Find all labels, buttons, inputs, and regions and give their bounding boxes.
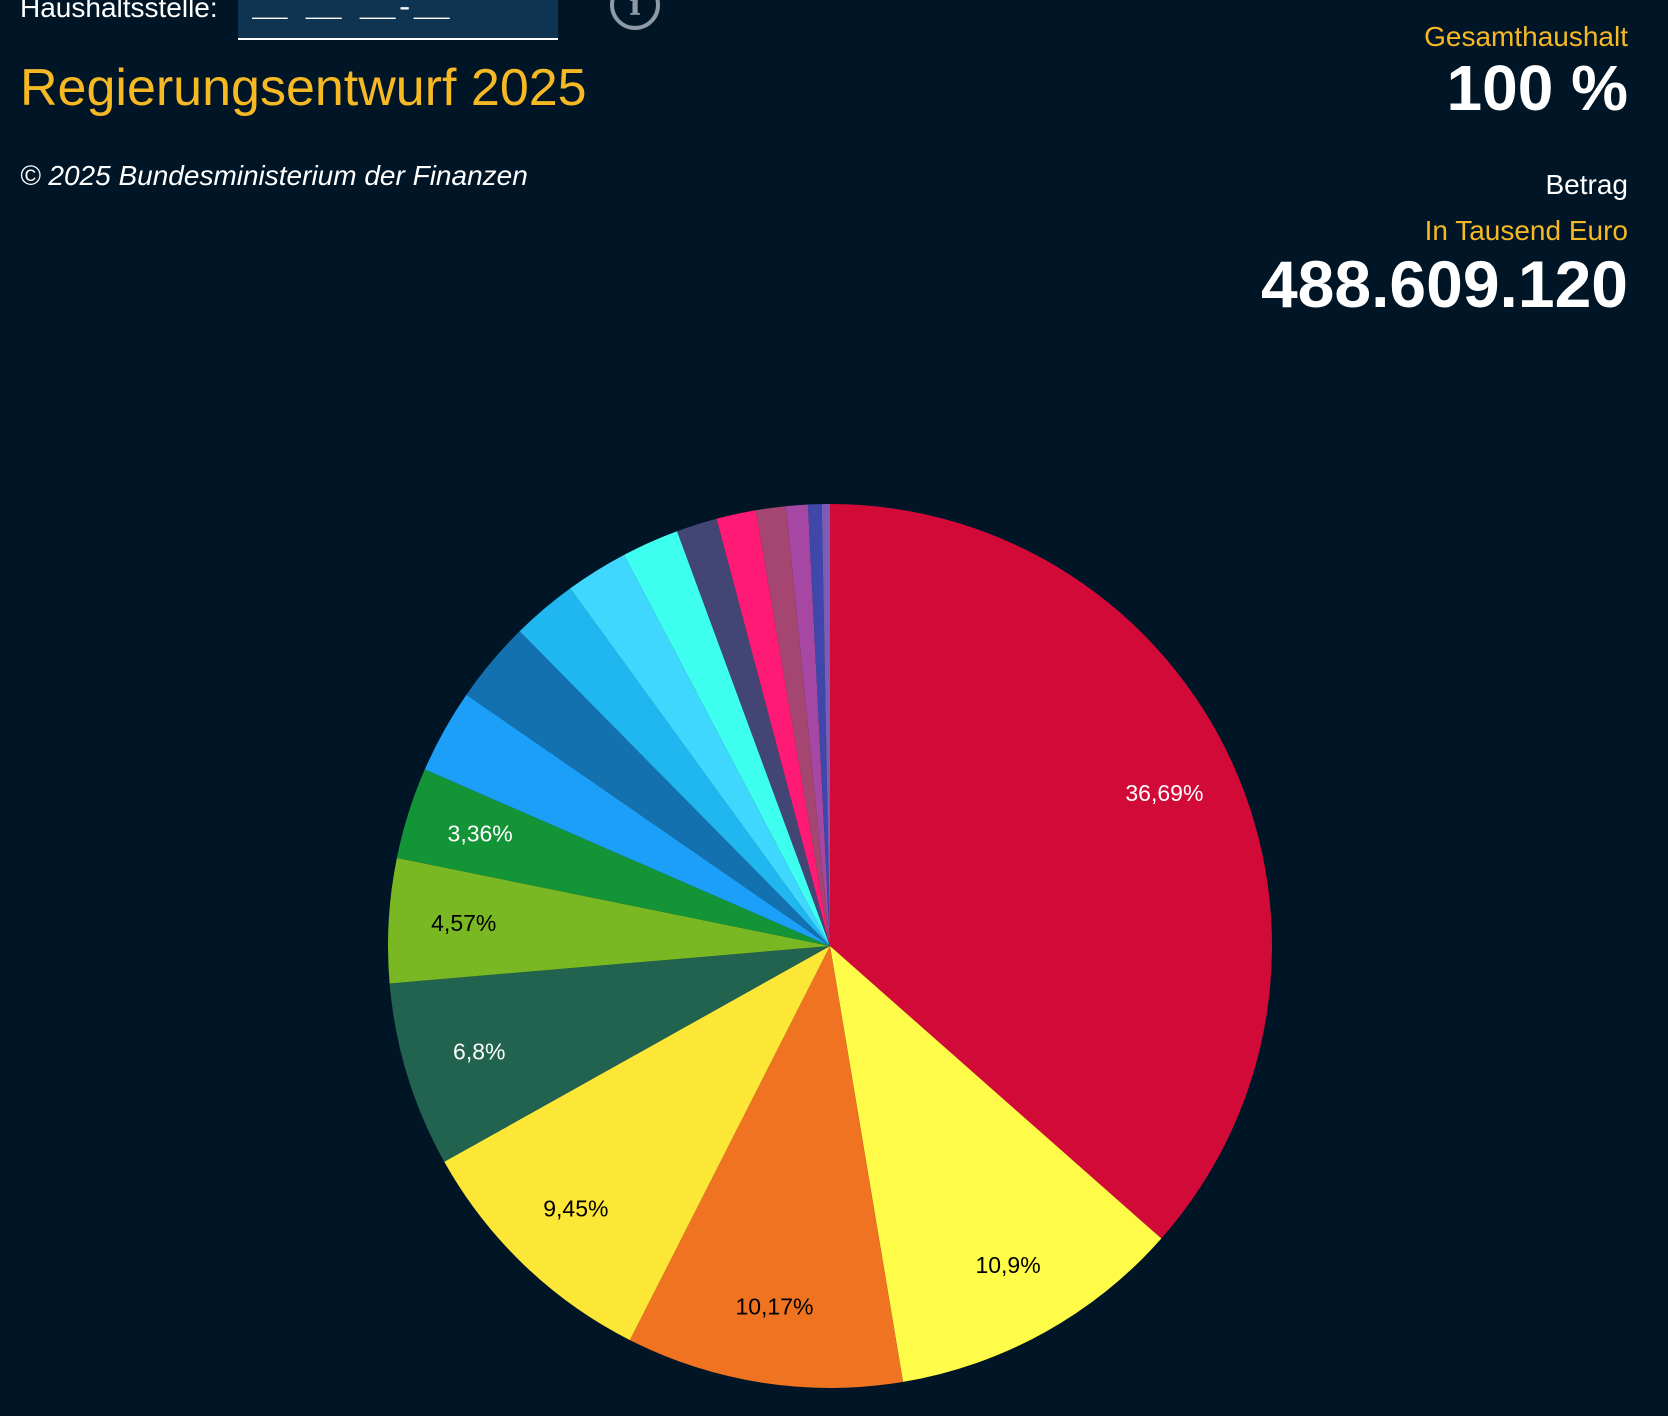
pie-slice-7[interactable] [396,769,830,946]
haushaltsstelle-label: Haushaltsstelle: [20,0,218,23]
pie-slice-label-7: 3,36% [448,821,513,847]
pie-slice-12[interactable] [624,531,830,946]
pie-slice-label-5: 6,8% [453,1039,505,1065]
pie-slice-label-4: 9,45% [543,1196,608,1222]
pie-slice-15[interactable] [755,506,830,946]
pie-slice-14[interactable] [716,510,830,946]
pie-slice-6[interactable] [387,857,830,984]
page-title: Regierungsentwurf 2025 [20,59,587,117]
pie-slice-2[interactable] [830,946,1162,1382]
unit-label: In Tausend Euro [1424,215,1628,246]
pie-slice-1[interactable] [830,504,1273,1239]
pie-slice-9[interactable] [466,631,830,946]
pie-slice-13[interactable] [677,518,830,946]
pie-slice-label-1: 36,69% [1125,780,1203,806]
pie-slice-17[interactable] [807,504,830,946]
pie-slice-5[interactable] [389,946,830,1162]
pie-slice-10[interactable] [519,588,830,946]
pie-slice-11[interactable] [570,554,830,946]
pie-slice-3[interactable] [629,946,904,1389]
pie-slice-label-3: 10,17% [735,1294,813,1320]
pie-slice-18[interactable] [821,504,830,946]
haushaltsstelle-input[interactable] [237,0,558,40]
pie-slice-label-6: 4,57% [431,910,496,936]
summary-panel: Gesamthaushalt 100 % Betrag In Tausend E… [1261,20,1628,320]
pie-slice-4[interactable] [444,946,830,1341]
copyright-note: © 2025 Bundesministerium der Finanzen [20,160,528,191]
gesamthaushalt-value: 100 % [1446,52,1628,124]
pie-slice-16[interactable] [785,504,830,946]
haushaltsstelle-row: Haushaltsstelle: [20,0,558,40]
pie-slice-8[interactable] [424,694,830,946]
gesamthaushalt-label: Gesamthaushalt [1424,21,1628,52]
betrag-label: Betrag [1545,169,1629,200]
pie-slice-label-2: 10,9% [975,1252,1040,1278]
amount-value: 488.609.120 [1260,247,1628,321]
